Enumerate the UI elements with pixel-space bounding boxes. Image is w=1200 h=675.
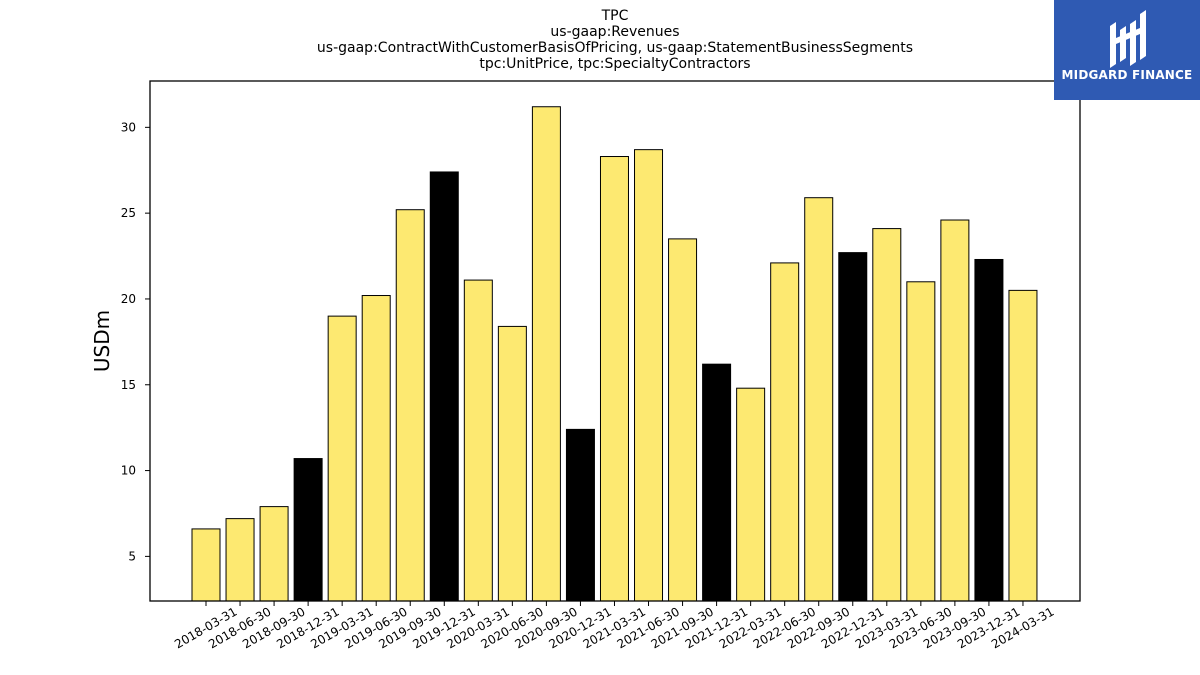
bar <box>770 262 800 602</box>
bar <box>736 387 766 602</box>
logo-text: MIDGARD FINANCE <box>1061 68 1193 82</box>
plot-frame <box>149 80 1081 602</box>
y-tick-label: 25 <box>121 206 136 220</box>
y-tick-label: 30 <box>121 120 136 134</box>
bar <box>906 281 936 602</box>
bar <box>463 279 493 602</box>
chart-title-line: us-gaap:ContractWithCustomerBasisOfPrici… <box>317 40 913 56</box>
y-tick-label: 5 <box>128 549 136 563</box>
bar <box>872 228 902 602</box>
chart-title-line: TPC <box>601 8 629 24</box>
y-tick-label: 20 <box>121 292 136 306</box>
bar <box>599 156 629 602</box>
y-axis: 5 10 15 20 25 30 <box>121 120 150 563</box>
bar <box>974 258 1004 602</box>
bar <box>531 106 561 602</box>
midgard-logo-icon <box>1110 10 1146 68</box>
bar <box>327 315 357 602</box>
bar <box>497 325 527 602</box>
x-axis: 2018-03-312018-06-302018-09-302018-12-31… <box>172 601 1056 651</box>
bar <box>361 295 391 602</box>
bar <box>395 209 425 602</box>
bar <box>565 428 595 602</box>
chart-title-line: tpc:UnitPrice, tpc:SpecialtyContractors <box>479 56 750 72</box>
bar <box>191 528 221 602</box>
bar <box>838 252 868 602</box>
chart-title: TPCus-gaap:Revenuesus-gaap:ContractWithC… <box>317 8 913 72</box>
y-tick-label: 10 <box>121 464 136 478</box>
y-tick-label: 15 <box>121 378 136 392</box>
bar <box>1008 289 1038 602</box>
bar <box>940 219 970 602</box>
bar <box>804 197 834 602</box>
bar <box>293 458 323 602</box>
midgard-finance-logo: MIDGARD FINANCE <box>1054 0 1200 100</box>
y-axis-label: USDm <box>90 310 114 372</box>
bars <box>191 106 1038 602</box>
bar <box>225 518 255 602</box>
chart-title-line: us-gaap:Revenues <box>550 24 679 40</box>
bar <box>702 363 732 602</box>
bar <box>429 171 459 602</box>
bar <box>634 149 664 602</box>
bar <box>259 506 289 602</box>
bar <box>668 238 698 602</box>
